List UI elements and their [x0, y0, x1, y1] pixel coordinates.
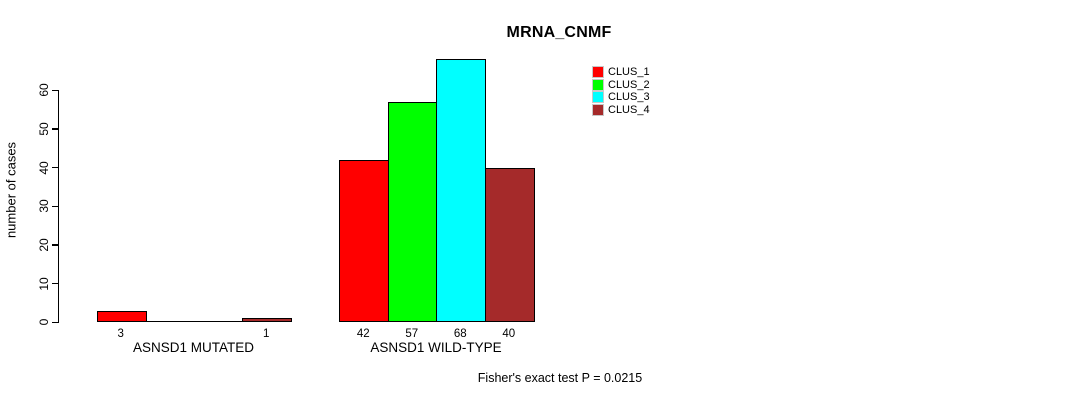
legend-swatch-clus_4 [592, 103, 604, 116]
legend-item: CLUS_3 [592, 91, 650, 104]
bar-value-label: 3 [117, 327, 124, 340]
bar-value-label: 40 [502, 327, 516, 340]
bar-zero-clus_3 [193, 320, 244, 323]
legend-label: CLUS_4 [608, 103, 650, 116]
y-tick-label: 30 [37, 199, 51, 213]
legend-label: CLUS_2 [608, 78, 650, 91]
bar-clus_1 [339, 159, 389, 323]
y-tick-label: 60 [37, 83, 51, 97]
legend-label: CLUS_3 [608, 91, 650, 104]
group-label: ASNSD1 MUTATED [132, 340, 255, 355]
y-tick-label: 20 [37, 238, 51, 252]
y-tick-mark [51, 166, 58, 169]
legend-swatch-clus_1 [592, 65, 604, 78]
legend-item: CLUS_4 [592, 103, 650, 117]
y-tick-label: 0 [37, 318, 51, 326]
group-label: ASNSD1 WILD-TYPE [370, 340, 502, 355]
y-tick-mark [51, 89, 58, 92]
y-axis-line [57, 89, 59, 324]
bar-clus_4 [242, 318, 292, 323]
bar-clus_1 [96, 310, 147, 323]
y-tick-label: 10 [37, 276, 51, 291]
stat-test-annotation: Fisher's exact test P = 0.0215 [477, 371, 643, 385]
legend-item: CLUS_1 [592, 65, 650, 79]
bar-value-label: 1 [263, 327, 270, 340]
chart-title: MRNA_CNMF [506, 24, 612, 41]
bar-value-label: 42 [356, 327, 370, 340]
bar-value-label: 68 [453, 327, 467, 340]
legend-label: CLUS_1 [608, 65, 650, 78]
legend-swatch-clus_3 [592, 91, 604, 104]
y-tick-mark [51, 321, 58, 324]
bar-value-label: 57 [405, 327, 419, 340]
y-tick-label: 40 [37, 160, 51, 175]
legend-item: CLUS_2 [592, 78, 650, 91]
bar-zero-clus_2 [145, 320, 195, 323]
bar-clus_2 [387, 101, 438, 323]
y-tick-mark [51, 244, 58, 246]
y-tick-mark [51, 282, 58, 285]
y-tick-label: 50 [37, 122, 51, 136]
y-axis-label: number of cases [3, 141, 19, 239]
y-tick-mark [51, 128, 58, 130]
bar-clus_4 [484, 167, 535, 323]
bar-clus_3 [436, 59, 486, 323]
y-tick-mark [51, 205, 58, 208]
legend-swatch-clus_2 [592, 78, 604, 91]
